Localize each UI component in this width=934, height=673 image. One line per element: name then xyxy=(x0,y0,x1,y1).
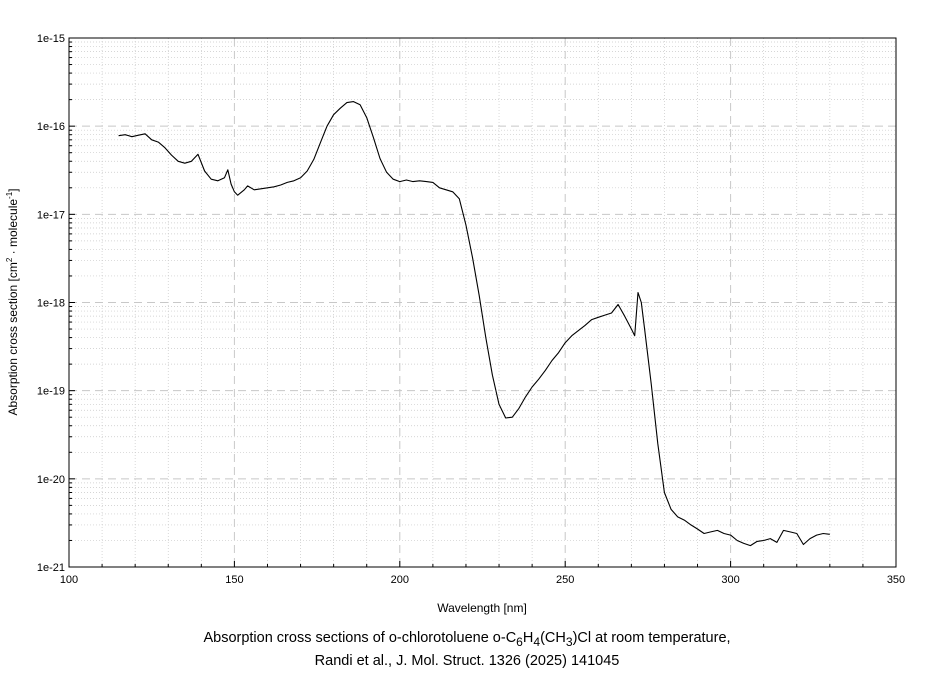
caption-text-h: H xyxy=(522,630,534,646)
x-tick-label: 250 xyxy=(556,574,574,586)
y-axis-label: Absorption cross section [cm2 · molecule… xyxy=(5,188,20,415)
x-tick-label: 100 xyxy=(60,574,78,586)
y-tick-label: 1e-18 xyxy=(37,298,65,310)
caption-text-end: )Cl at room temperature, xyxy=(572,630,731,646)
caption-sub-6: 6 xyxy=(516,634,523,649)
absorption-chart: 100 150 200 250 300 350 1e-211e-201e-191e-181… xyxy=(5,33,905,615)
y-label-sup-4: -1 xyxy=(5,191,14,199)
caption-line-1: Absorption cross sections of o-chlorotol… xyxy=(0,630,934,649)
y-label-part-5: ] xyxy=(6,188,20,191)
caption-line-2: Randi et al., J. Mol. Struct. 1326 (2025… xyxy=(314,653,620,669)
x-axis-ticks: 100 150 200 250 300 350 xyxy=(60,561,905,586)
y-label-part-3: · molecule xyxy=(6,199,20,258)
caption-text-ch: (CH xyxy=(540,630,566,646)
x-tick-label: 200 xyxy=(391,574,409,586)
y-axis-ticks: 1e-21 1e-20 1e-19 1e-18 1e-17 1e-16 1e-15 xyxy=(37,33,75,574)
x-tick-label: 300 xyxy=(721,574,739,586)
y-tick-label: 1e-15 xyxy=(37,33,65,45)
caption-sub-3: 3 xyxy=(565,634,573,649)
y-tick-label: 1e-20 xyxy=(37,474,65,486)
y-tick-label: 1e-16 xyxy=(37,121,65,133)
x-tick-label: 150 xyxy=(225,574,243,586)
major-grid xyxy=(69,38,896,567)
y-tick-label: 1e-21 xyxy=(37,562,65,574)
caption-sub-4: 4 xyxy=(533,634,541,649)
x-tick-label: 350 xyxy=(887,574,905,586)
x-axis-label: Wavelength [nm] xyxy=(437,601,527,615)
y-tick-label: 1e-19 xyxy=(37,386,65,398)
y-label-sup-2: 2 xyxy=(5,257,14,262)
y-label-part-1: Absorption cross section [cm xyxy=(6,262,20,415)
y-tick-label: 1e-17 xyxy=(37,209,65,221)
caption-text-1: Absorption cross sections of o-chlorotol… xyxy=(203,630,517,646)
absorption-series-line xyxy=(118,101,830,547)
